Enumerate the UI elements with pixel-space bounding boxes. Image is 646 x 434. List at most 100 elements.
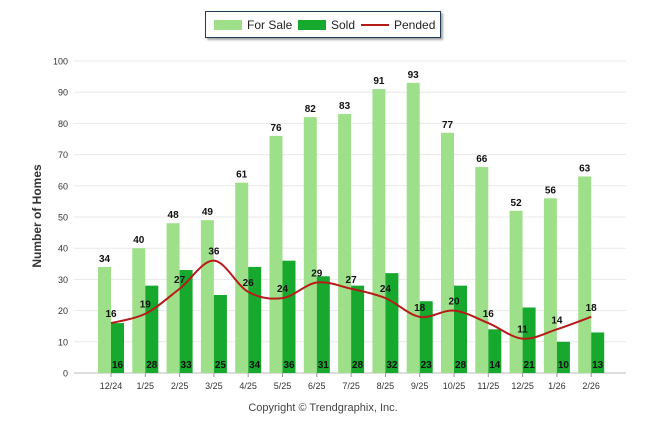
data-label-for-sale: 52 [511,198,523,209]
data-label-sold: 25 [215,360,227,371]
bar-for-sale [441,132,454,373]
bar-sold [488,329,502,373]
bar-for-sale [235,182,249,373]
bar-for-sale [578,176,592,373]
bar-sold [385,273,399,373]
data-label-for-sale: 76 [270,123,282,134]
data-label-pended: 24 [277,284,289,295]
y-tick-label: 50 [58,213,68,223]
data-label-for-sale: 40 [133,235,145,246]
data-label-pended: 18 [414,303,426,314]
legend: For Sale Sold Pended [205,11,441,38]
legend-item-pended: Pended [361,12,435,37]
data-label-for-sale: 91 [373,76,385,87]
x-tick-label: 6/25 [308,381,326,391]
data-label-pended: 11 [517,325,528,336]
data-label-for-sale: 63 [579,163,591,174]
y-tick-label: 90 [58,88,68,98]
y-tick-label: 10 [58,337,68,347]
data-label-pended: 29 [311,269,323,280]
line-pended [110,259,592,340]
data-label-pended: 27 [346,275,358,286]
x-tick-label: 1/25 [137,381,155,391]
bar-for-sale [509,210,523,373]
data-label-for-sale: 66 [476,154,488,165]
legend-item-for-sale: For Sale [214,12,292,37]
data-label-pended: 36 [208,247,220,258]
data-label-sold: 16 [112,360,124,371]
data-label-sold: 14 [489,360,501,371]
data-label-pended: 16 [105,309,117,320]
y-tick-label: 40 [58,244,68,254]
bar-sold [522,307,536,373]
data-label-for-sale: 77 [442,120,454,131]
legend-line-pended [361,23,389,26]
data-label-pended: 27 [174,275,186,286]
bar-for-sale [372,89,386,373]
x-tick-label: 12/25 [511,381,534,391]
x-tick-label: 9/25 [411,381,429,391]
data-label-pended: 26 [243,278,255,289]
data-label-pended: 19 [140,300,152,311]
data-label-sold: 31 [318,360,330,371]
data-label-pended: 14 [551,315,563,326]
data-label-for-sale: 83 [339,101,351,112]
data-label-sold: 23 [421,360,433,371]
bar-sold [179,270,193,373]
data-label-for-sale: 34 [99,254,111,265]
bar-sold [282,260,296,373]
y-axis-label: Number of Homes [30,164,44,268]
bar-for-sale [166,223,180,373]
copyright-footer: Copyright © Trendgraphix, Inc. [248,402,398,414]
data-label-sold: 36 [283,360,295,371]
data-label-pended: 18 [586,303,598,314]
bar-for-sale [98,266,111,373]
x-tick-label: 5/25 [274,381,292,391]
data-label-for-sale: 49 [202,207,214,218]
bar-sold [316,276,330,373]
data-label-pended: 20 [448,297,460,308]
y-tick-label: 0 [63,369,68,379]
x-tick-label: 12/24 [100,381,123,391]
bar-for-sale [475,167,489,373]
legend-item-sold: Sold [298,12,355,37]
bar-for-sale [406,82,420,373]
data-label-sold: 13 [592,360,604,371]
x-tick-label: 8/25 [377,381,395,391]
x-tick-label: 2/26 [582,381,600,391]
bar-sold [351,285,365,373]
x-tick-label: 10/25 [443,381,466,391]
legend-swatch-for-sale [214,19,242,30]
bar-sold [111,323,124,373]
legend-swatch-sold [298,19,326,30]
data-label-sold: 28 [352,360,364,371]
bar-sold [454,285,467,373]
x-tick-label: 3/25 [205,381,223,391]
y-tick-label: 30 [58,275,68,285]
data-label-pended: 24 [380,284,392,295]
legend-label-sold: Sold [331,17,356,32]
bar-sold [213,295,227,373]
bar-for-sale [200,220,214,373]
data-label-for-sale: 93 [408,70,420,81]
bar-sold [591,332,605,373]
bar-for-sale [338,114,352,373]
data-label-pended: 16 [483,309,495,320]
data-label-sold: 28 [146,360,158,371]
y-tick-label: 70 [58,150,68,160]
data-label-sold: 21 [524,360,536,371]
legend-label-pended: Pended [394,17,436,32]
bar-sold [556,341,570,373]
bar-sold [419,301,433,373]
x-tick-label: 2/25 [171,381,189,391]
bar-for-sale [543,198,557,373]
x-tick-label: 1/26 [548,381,566,391]
x-tick-label: 11/25 [477,381,499,391]
y-tick-label: 80 [58,119,68,129]
y-tick-label: 100 [53,57,68,67]
data-label-for-sale: 82 [305,104,317,115]
data-label-for-sale: 56 [545,185,557,196]
bar-for-sale [132,248,146,373]
